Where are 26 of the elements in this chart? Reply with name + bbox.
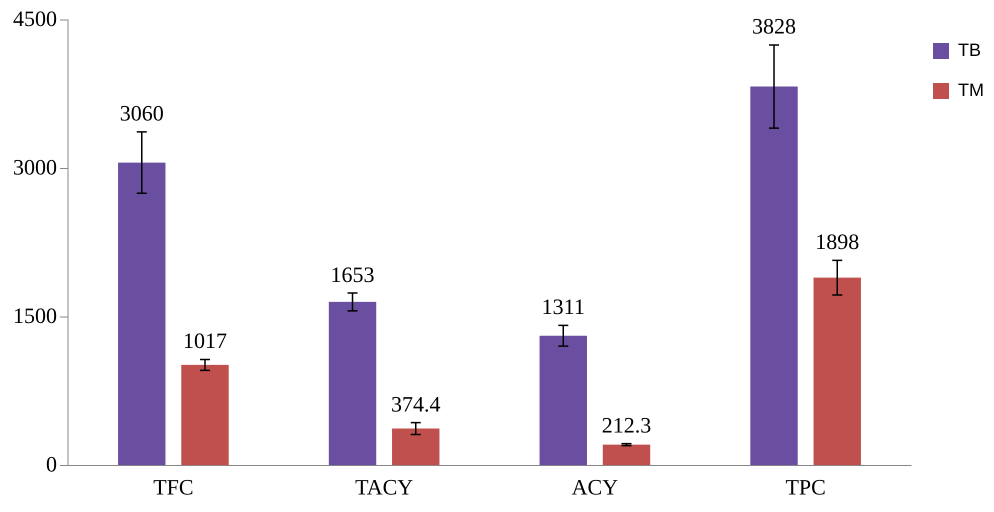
bar [328,302,376,466]
bar [750,86,798,466]
data-label: 1653 [330,262,375,287]
y-tick-label: 1500 [13,302,57,328]
bar [814,278,861,466]
data-label: 212.3 [602,412,652,438]
data-label: 1017 [182,328,227,354]
y-tick-label: 4500 [13,6,57,31]
y-tick-label: 0 [46,451,57,476]
y-tick-label: 3000 [13,154,57,180]
bar [540,336,587,466]
x-tick-label: TACY [355,474,414,500]
data-label: 3828 [752,14,796,39]
bar [392,428,440,466]
x-tick-label: TPC [785,474,826,500]
bar [118,162,166,466]
bar [602,444,650,466]
data-label: 1311 [542,294,585,320]
legend-label: TM [958,80,984,100]
data-label: 1898 [815,229,860,254]
legend-label: TB [958,40,982,60]
x-tick-label: ACY [572,474,618,500]
x-tick-label: TFC [153,474,194,500]
bar [181,364,229,466]
data-label: 374.4 [390,391,440,416]
data-label: 3060 [120,100,164,126]
